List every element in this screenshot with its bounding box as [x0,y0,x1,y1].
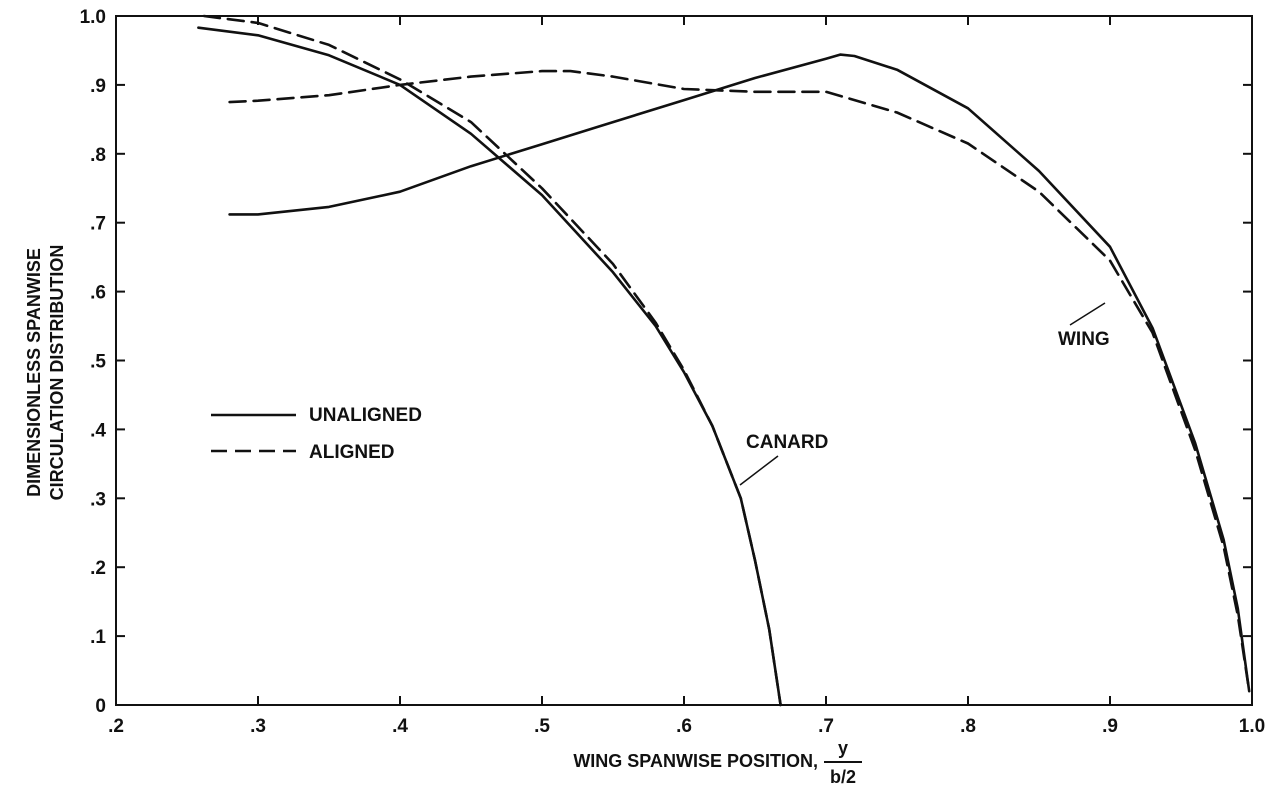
axis-ticks [115,15,1253,706]
x-tick-label: .7 [818,716,834,737]
annotation-wing: WING [1058,329,1110,350]
y-tick-label: .8 [90,145,106,166]
y-tick-label: .1 [90,627,106,648]
legend: UNALIGNED ALIGNED [211,405,422,463]
series-line-1-solid [197,26,782,707]
x-axis-fraction-numerator: y [838,738,848,758]
series-line-2-dashed [202,14,782,707]
plot-frame [115,15,1253,706]
y-tick-label: 0 [95,696,106,717]
annotation-wing-leader [1069,302,1106,326]
x-tick-label: 1.0 [1239,716,1265,737]
y-axis-title-line-1: DIMENSIONLESS SPANWISE [24,248,44,497]
x-tick-label: .5 [534,716,550,737]
legend-label-aligned: ALIGNED [309,442,395,463]
y-axis-title-line-2: CIRCULATION DISTRIBUTION [47,245,67,501]
x-axis-fraction-denominator: b/2 [830,767,856,787]
y-tick-label: .4 [90,420,106,441]
series-line-3-solid [228,53,1251,693]
y-tick-label: .3 [90,489,106,510]
legend-label-unaligned: UNALIGNED [309,405,422,426]
x-tick-label: .4 [392,716,408,737]
annotation-canard-leader [739,455,779,486]
x-tick-label: .8 [960,716,976,737]
x-axis-title: WING SPANWISE POSITION, [573,751,818,771]
series-lines [197,14,1251,707]
y-tick-label: .9 [90,76,106,97]
x-tick-label: .6 [676,716,692,737]
x-tick-label: .2 [108,716,124,737]
y-tick-label: .7 [90,214,106,235]
y-tick-label: .2 [90,558,106,579]
annotation-canard: CANARD [746,432,828,453]
y-tick-label: 1.0 [80,7,106,28]
series-line-4-dashed [228,69,1251,693]
y-tick-label: .5 [90,352,106,373]
plot-border [115,15,1253,706]
y-tick-label: .6 [90,283,106,304]
x-tick-label: .3 [250,716,266,737]
x-tick-label: .9 [1102,716,1118,737]
tick-labels: .2 .3 .4 .5 .6 .7 .8 .9 1.0 0 .1 .2 .3 .4 .5 .6 .7 .8 .9 1.… [80,7,1266,737]
annotations: CANARD WING [739,302,1110,486]
